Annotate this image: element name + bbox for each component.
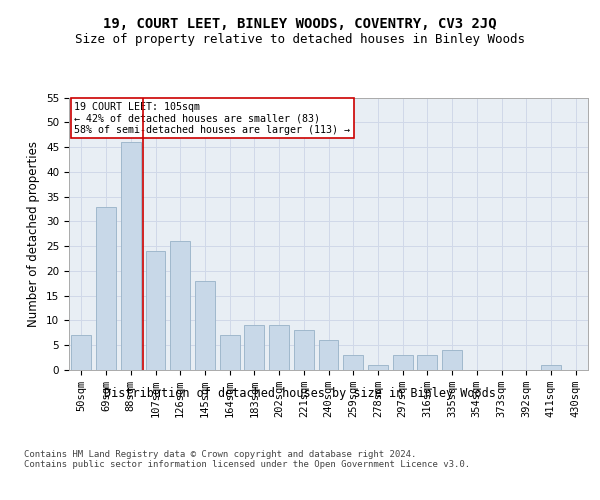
Bar (368, 365, 388, 370)
Bar (170, 241, 190, 370)
Text: Distribution of detached houses by size in Binley Woods: Distribution of detached houses by size … (104, 388, 496, 400)
Bar (96, 206, 116, 370)
Bar (244, 326, 264, 370)
Bar (71, 336, 91, 370)
Text: 19 COURT LEET: 105sqm
← 42% of detached houses are smaller (83)
58% of semi-deta: 19 COURT LEET: 105sqm ← 42% of detached … (74, 102, 350, 135)
Bar (146, 251, 166, 370)
Bar (294, 330, 314, 370)
Text: Size of property relative to detached houses in Binley Woods: Size of property relative to detached ho… (75, 32, 525, 46)
Bar (269, 326, 289, 370)
Bar (418, 355, 437, 370)
Bar (220, 336, 239, 370)
Bar (121, 142, 140, 370)
Bar (343, 355, 363, 370)
Bar (541, 365, 561, 370)
Bar (442, 350, 462, 370)
Bar (319, 340, 338, 370)
Text: 19, COURT LEET, BINLEY WOODS, COVENTRY, CV3 2JQ: 19, COURT LEET, BINLEY WOODS, COVENTRY, … (103, 18, 497, 32)
Bar (393, 355, 413, 370)
Bar (195, 281, 215, 370)
Y-axis label: Number of detached properties: Number of detached properties (28, 141, 40, 327)
Text: Contains HM Land Registry data © Crown copyright and database right 2024.
Contai: Contains HM Land Registry data © Crown c… (24, 450, 470, 469)
